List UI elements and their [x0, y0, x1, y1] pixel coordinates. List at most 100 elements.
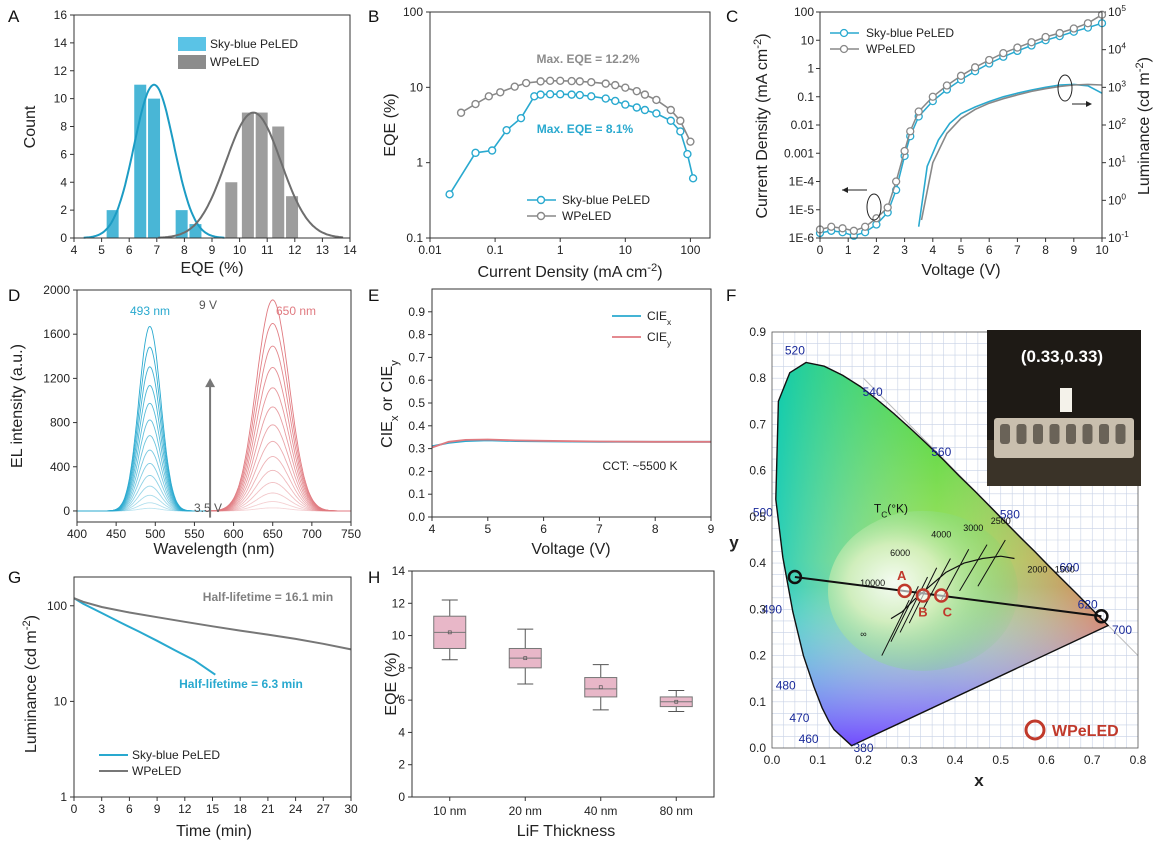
panel-c: 0 1 2 3 4 5 6 7 8 9 101E-61E-51E-40.0010.010.11101…	[752, 3, 1153, 279]
y-tick-label: 12	[54, 64, 68, 78]
data-point	[1013, 43, 1022, 52]
x-tick-label: 12	[288, 243, 302, 257]
x-tick-label: 700	[302, 527, 322, 541]
x-tick-label: 0.1	[487, 243, 504, 257]
x-axis-label: Voltage (V)	[921, 262, 1000, 279]
panel-d: 400 450 500 550 600 650 700 750 0 400 800 1200 1600 2…	[9, 283, 361, 558]
y-tick-label: 100	[47, 599, 67, 613]
data-point	[536, 90, 545, 99]
y-tick-label: 1	[416, 156, 423, 170]
data-point	[487, 146, 497, 155]
device-slot	[1115, 424, 1126, 444]
bar	[175, 210, 188, 238]
y-tick-label: 16	[54, 8, 68, 22]
x-tick-label: 0.3	[901, 753, 918, 767]
y-tick-label: 2	[398, 758, 405, 772]
plot-frame	[431, 288, 712, 518]
x-tick-label: 600	[224, 527, 244, 541]
plot-frame	[429, 11, 711, 239]
data-point	[683, 149, 692, 159]
x-tick-label: 13	[316, 243, 330, 257]
x-tick-label: 11	[261, 243, 274, 257]
annotation: Max. EQE = 12.2%	[536, 52, 639, 66]
y-tick-label: 0	[398, 790, 405, 804]
arrow-head	[205, 378, 216, 388]
x-tick-label: 5	[98, 243, 105, 257]
tc-label: TC(°K)	[874, 501, 908, 519]
y-tick-label: 1	[807, 62, 814, 76]
x-tick-label: 0.01	[418, 243, 442, 257]
y-tick-label: 10	[54, 694, 68, 708]
temperature-label: 2500	[991, 516, 1011, 526]
panel-label: H	[368, 568, 380, 587]
point-label: A	[897, 568, 907, 583]
data-point	[516, 113, 526, 123]
y-tick-label: 6	[60, 147, 67, 161]
point-B	[915, 588, 931, 603]
mean-marker	[447, 630, 452, 635]
x-axis-label: Wavelength (nm)	[153, 541, 274, 558]
data-point	[556, 76, 565, 86]
device-slot	[1082, 424, 1093, 444]
isotherm	[881, 599, 910, 656]
y-tick-label: 14	[392, 564, 406, 578]
y2-tick-label: 101	[1108, 154, 1126, 170]
y-tick-label: 0.5	[749, 510, 766, 524]
x-tick-label: 1	[845, 243, 852, 257]
y-tick-label: 100	[794, 5, 814, 19]
arrow-head	[842, 187, 848, 193]
wavelength-label: 480	[776, 679, 796, 693]
data-point	[640, 105, 650, 115]
x-tick-label: 650	[263, 527, 283, 541]
panel-label: D	[8, 286, 20, 305]
y-tick-label: 1200	[43, 371, 70, 385]
y-axis-label: Luminance (cd m-2)	[21, 615, 40, 753]
panel-label: C	[726, 7, 738, 26]
bar	[106, 210, 119, 238]
data-point	[640, 90, 650, 99]
panel-label: E	[368, 286, 379, 305]
mean-marker	[523, 656, 528, 661]
wavelength-label: 700	[1112, 623, 1132, 637]
x-tick-label: 400	[67, 527, 87, 541]
y-tick-label: 1E-6	[789, 231, 815, 245]
device-substrate	[994, 418, 1134, 458]
y-tick-label: 8	[398, 661, 405, 675]
data-point	[611, 96, 620, 106]
bar	[134, 84, 147, 238]
y-tick-label: 0.01	[791, 118, 815, 132]
point-red	[1094, 609, 1109, 624]
axis-indicator	[1057, 74, 1073, 102]
y-axis-label: EQE (%)	[383, 652, 400, 715]
plot-frame	[411, 570, 715, 798]
plot-frame	[73, 576, 352, 798]
x-tick-label: 4	[929, 243, 936, 257]
data-point	[510, 82, 519, 91]
y-tick-label: 0.6	[408, 373, 425, 387]
y-axis-label: y	[729, 533, 739, 552]
point-blue	[787, 569, 803, 585]
x-tick-label: 10	[1095, 243, 1109, 257]
x-tick-label: 6	[540, 522, 547, 536]
panel-label: B	[368, 7, 379, 26]
x-tick-label: 100	[680, 243, 700, 257]
y-tick-label: 10	[392, 629, 406, 643]
x-tick-label: 1	[557, 243, 564, 257]
y-tick-label: 0.2	[408, 464, 425, 478]
x-tick-label: 9	[1070, 243, 1077, 257]
x-tick-label: 6	[126, 243, 133, 257]
x-tick-label: 750	[341, 527, 361, 541]
y-tick-label: 0.6	[749, 464, 766, 478]
legend-label: Sky-blue PeLED	[562, 193, 650, 207]
x-axis-label: Voltage (V)	[531, 541, 610, 558]
data-point	[860, 222, 870, 231]
legend-label: WPeLED	[132, 764, 182, 778]
annotation: 650 nm	[276, 304, 316, 318]
bar	[286, 196, 299, 238]
legend-swatch	[178, 37, 206, 51]
y-tick-label: 14	[54, 36, 68, 50]
panel-label: F	[726, 286, 736, 305]
panel-label: A	[8, 7, 20, 26]
legend-marker	[839, 28, 849, 38]
y-tick-label: 1	[60, 790, 67, 804]
